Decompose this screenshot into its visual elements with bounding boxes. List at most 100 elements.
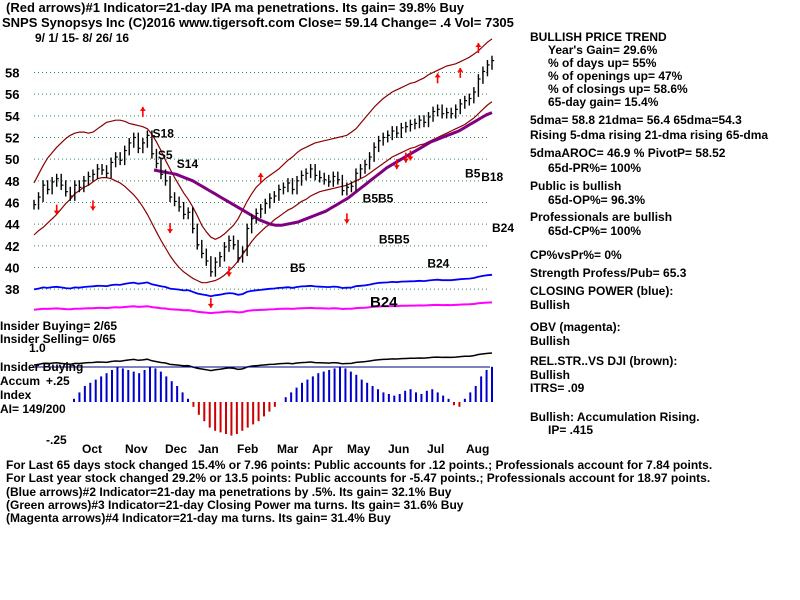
signal-label: B24 (492, 221, 514, 235)
red-arrow-head (402, 158, 409, 163)
month-label: May (347, 442, 371, 456)
red-arrow-head (207, 303, 214, 308)
accum-title-3: Index (0, 388, 32, 402)
red-arrow-head (393, 165, 400, 170)
rp-relstr-status: Bullish (530, 368, 571, 382)
upper-band (33, 38, 493, 240)
y-tick-label: 54 (5, 109, 20, 124)
lower-band (33, 101, 493, 284)
rp-rising-dma: Rising 5-dma rising 21-dma rising 65-dma (530, 128, 769, 142)
month-label: Dec (165, 442, 187, 456)
red-arrow-head (475, 43, 482, 47)
rp-pr-pct: 65d-PR%= 100% (548, 161, 642, 175)
signal-label: B5B5 (363, 192, 394, 206)
rp-closings-up: % of closings up= 58.6% (548, 82, 688, 96)
rp-closing-power-status: Bullish (530, 298, 571, 312)
month-label: Aug (466, 442, 489, 456)
footer-line-4: (Green arrows)#3 Indicator=21-day Closin… (6, 498, 464, 512)
rel-str-path (33, 352, 493, 372)
month-label: Oct (82, 442, 102, 456)
signal-label: S5 (158, 148, 173, 162)
rp-obv-status: Bullish (530, 334, 571, 348)
rp-obv-title: OBV (magenta): (530, 320, 621, 334)
red-arrow-head (257, 173, 264, 177)
rp-ip: IP= .415 (548, 423, 594, 437)
rp-accum-rising: Bullish: Accumulation Rising. (530, 410, 700, 424)
price-axis-ticks: 38 40 42 44 46 48 50 52 54 56 58 (5, 66, 20, 298)
price-bars (33, 55, 495, 277)
rp-cp-pct: 65d-CP%= 100% (548, 224, 642, 238)
obv-line (33, 301, 493, 315)
lower-band-line (33, 101, 493, 284)
signal-label: B5 (290, 261, 306, 275)
upper-band-line (33, 38, 493, 240)
month-label: Jun (388, 442, 409, 456)
rp-op-pct: 65d-OP%= 96.3% (548, 193, 646, 207)
red-arrow-head (53, 210, 60, 215)
rp-strength: Strength Profess/Pub= 65.3 (530, 266, 687, 280)
b24-lower-label: B24 (370, 294, 398, 311)
axis-mark: 1.0 (29, 341, 46, 355)
rp-openings-up: % of openings up= 47% (548, 69, 683, 83)
red-arrow-head (225, 272, 232, 277)
y-tick-label: 52 (5, 131, 19, 146)
accum-title-1: Insider Buying (0, 360, 84, 374)
insider-buying-label: Insider Buying= 2/65 (0, 319, 118, 333)
rp-aroc: 5dmaAROC= 46.9 % PivotP= 58.52 (530, 146, 726, 160)
y-tick-label: 50 (5, 152, 19, 167)
y-tick-label: 44 (5, 217, 20, 232)
accum-top-value: +.25 (46, 374, 70, 388)
insider-lines: B24 (33, 294, 493, 372)
month-label: Jul (427, 442, 444, 456)
red-arrow-head (167, 229, 174, 234)
y-tick-label: 48 (5, 174, 19, 189)
price-gridlines (34, 72, 490, 290)
rp-itrs: ITRS= .09 (530, 381, 585, 395)
header-indicator-1: (Red arrows)#1 Indicator=21-day IPA ma p… (6, 0, 465, 15)
rp-public-bullish: Public is bullish (530, 179, 622, 193)
accum-bottom-value: -.25 (46, 433, 67, 447)
rp-professionals-bullish: Professionals are bullish (530, 210, 673, 224)
date-range: 9/ 1/ 15- 8/ 26/ 16 (35, 31, 130, 45)
rp-bullish-trend: BULLISH PRICE TREND (530, 30, 667, 44)
month-label: Mar (277, 442, 299, 456)
signal-label: B5B5 (379, 233, 410, 247)
rp-days-up: % of days up= 55% (548, 56, 657, 70)
ma65-path (153, 111, 493, 227)
signal-label: B5 (465, 167, 481, 181)
month-label: Nov (125, 442, 148, 456)
red-arrow-head (457, 67, 464, 72)
red-arrow-head (407, 156, 414, 161)
ma65-line (153, 111, 493, 227)
red-arrow-head (343, 219, 350, 224)
y-tick-label: 58 (5, 66, 19, 81)
footer-line-2: For Last year stock changed 29.2% or 13.… (6, 471, 711, 485)
rp-cp-vs-pr: CP%vsPr%= 0% (530, 248, 622, 262)
closing-power-line (33, 273, 493, 298)
footer-line-1: For Last 65 days stock changed 15.4% or … (6, 458, 713, 472)
footer-line-5: (Magenta arrows)#4 Indicator=21-day ma t… (6, 511, 391, 525)
rp-dma-values: 5dma= 58.8 21dma= 56.4 65dma=54.3 (530, 113, 742, 127)
ai-value: AI= 149/200 (0, 402, 66, 416)
rp-relstr-title: REL.STR..VS DJI (brown): (530, 354, 678, 368)
y-tick-label: 40 (5, 261, 19, 276)
signal-label: S14 (177, 157, 199, 171)
obv-path (33, 301, 493, 315)
insider-selling-label: Insider Selling= 0/65 (0, 332, 116, 346)
red-arrow-head (139, 106, 146, 111)
footer-line-3: (Blue arrows)#2 Indicator=21-day ma pene… (6, 485, 452, 499)
accumulation-bars (73, 366, 493, 436)
y-tick-label: 56 (5, 87, 19, 102)
signal-arrows (53, 43, 482, 308)
red-arrow-head (434, 73, 441, 78)
month-label: Apr (312, 442, 333, 456)
signal-label: B18 (481, 170, 503, 184)
closing-power-path (33, 273, 493, 298)
rp-years-gain: Year's Gain= 29.6% (548, 43, 658, 57)
red-arrow-head (89, 206, 96, 211)
header-ticker-line: SNPS Synopsys Inc (C)2016 www.tigersoft.… (2, 15, 514, 30)
month-label: Feb (237, 442, 258, 456)
rp-65day-gain: 65-day gain= 15.4% (548, 95, 659, 109)
